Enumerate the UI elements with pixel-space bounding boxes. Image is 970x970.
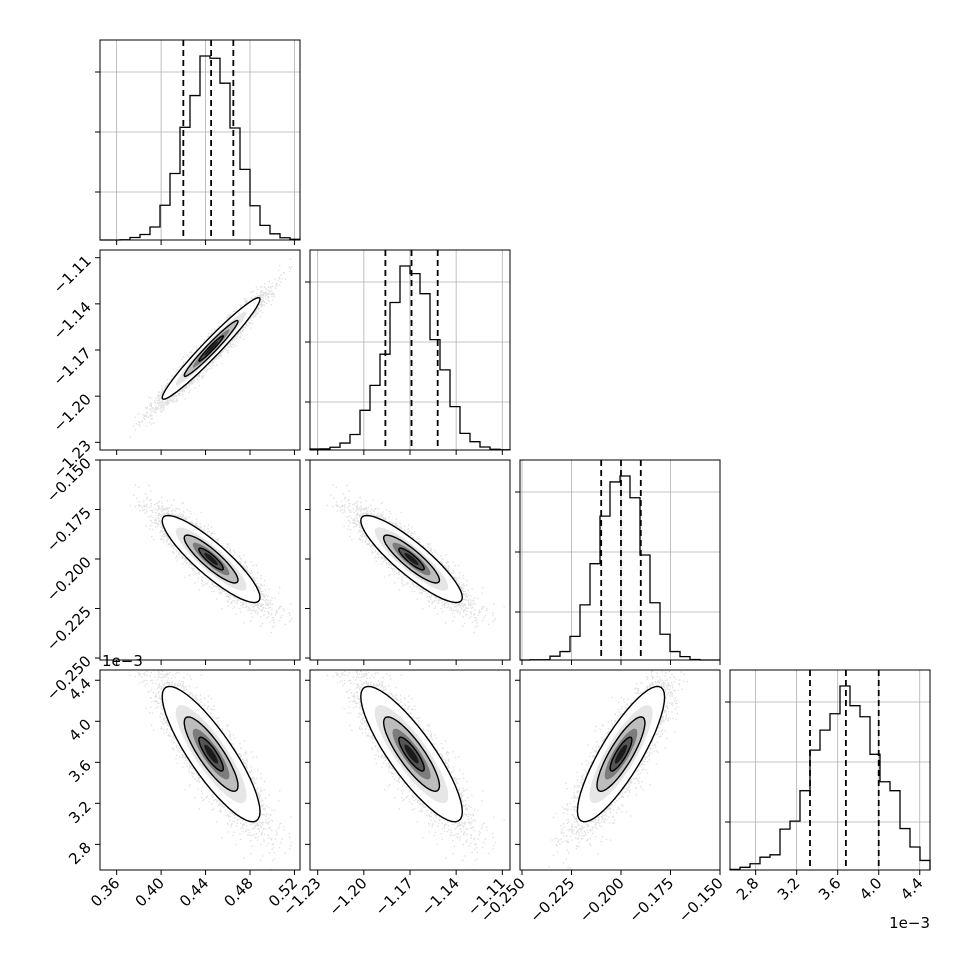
scatter-panel-2-1 [326,484,505,634]
y-offset-label: 1e−3 [102,652,143,670]
x-tick-label: −1.17 [372,874,417,919]
histogram-panel-1 [305,250,511,451]
histogram-series [309,265,511,451]
x-tick-label: −0.175 [625,874,677,926]
y-tick-label: −1.11 [50,252,95,297]
x-tick-label: 2.8 [733,874,763,904]
y-tick-label: 4.0 [65,715,95,745]
density-core [204,552,218,566]
x-tick-label: 0.48 [220,874,256,910]
scatter-panel-1-0 [129,258,293,438]
y-tick-label: −0.200 [43,553,95,605]
scatter-panel-3-0 [129,670,300,870]
histogram-series [520,475,720,661]
x-tick-label: 0.36 [87,874,123,910]
scatter-frame [99,669,301,871]
scatter-frame [99,459,301,661]
histogram-frame [519,459,721,661]
density-core [204,744,218,764]
scatter-panel-3-2 [548,670,688,869]
y-tick-label: −1.17 [50,344,95,389]
scatter-frame [519,669,721,871]
x-tick-label: 4.4 [897,874,927,904]
histogram-frame [729,669,931,871]
histogram-series [729,685,931,871]
density-core [204,341,218,356]
y-tick-label: −1.20 [50,390,95,435]
x-tick-label: −1.20 [325,874,370,919]
y-tick-label: 2.8 [65,838,95,868]
y-tick-label: 3.6 [65,756,95,786]
x-tick-label: 0.44 [176,874,212,910]
y-tick-label: −0.175 [43,504,95,556]
x-tick-label: −1.14 [418,874,463,919]
x-tick-label: −0.200 [576,874,628,926]
x-tick-label: 0.40 [132,874,168,910]
scatter-panel-3-1 [326,670,505,870]
y-tick-label: −0.225 [43,603,95,655]
histogram-frame [99,39,301,241]
x-tick-label: 4.0 [856,874,886,904]
histogram-panel-3 [725,670,931,871]
x-tick-label: 3.2 [774,874,804,904]
x-tick-label: −0.225 [526,874,578,926]
x-tick-label: −0.150 [675,874,727,926]
density-core [404,552,419,566]
histogram-series [100,55,301,241]
x-tick-label: 3.6 [815,874,845,904]
y-tick-label: −0.250 [43,652,95,704]
histogram-panel-0 [95,40,301,241]
y-tick-label: −1.14 [50,298,95,343]
density-core [404,744,419,764]
y-tick-label: 3.2 [65,797,95,827]
density-core [614,744,628,764]
histogram-panel-2 [515,460,720,661]
x-offset-label: 1e−3 [889,914,930,932]
scatter-panel-2-0 [129,484,300,634]
